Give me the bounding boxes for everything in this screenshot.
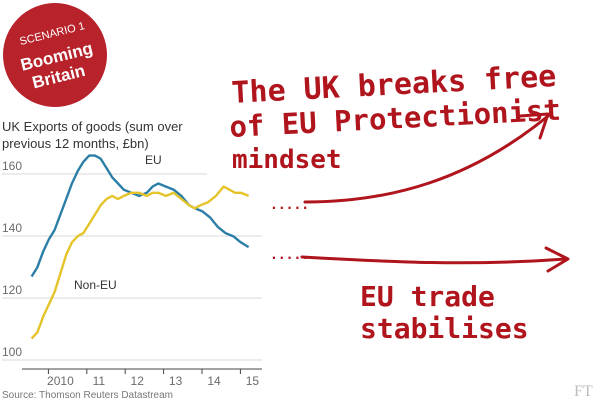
chart-source: Source: Thomson Reuters Datastream	[2, 390, 173, 401]
x-axis-ticks: 2010 11 12 13 14 15	[47, 369, 259, 388]
y-tick-label: 140	[2, 221, 22, 235]
badge-circle	[3, 3, 107, 107]
x-tick-label: 2010	[47, 374, 74, 388]
x-tick-label: 11	[93, 374, 106, 388]
x-tick-label: 12	[131, 374, 145, 388]
arrow-bottom	[300, 255, 568, 265]
annotation-bottom-line2: stabilises	[360, 312, 529, 345]
series-layer	[30, 154, 250, 340]
arrowhead-top	[518, 112, 550, 140]
arrowhead-bottom	[544, 246, 570, 273]
grid-layer	[2, 173, 262, 361]
handwritten-annotations: ..... ..... The UK breaks free of EU Pro…	[229, 59, 570, 345]
series-line-eu	[30, 154, 250, 278]
y-tick-label: 160	[2, 159, 22, 173]
x-tick-label: 13	[169, 374, 183, 388]
series-label-eu: EU	[145, 153, 162, 167]
x-tick-label: 14	[207, 374, 221, 388]
y-tick-label: 100	[2, 345, 22, 359]
dots-bottom: .....	[270, 248, 309, 263]
ft-logo: FT	[574, 383, 593, 400]
series-line-non-eu	[30, 185, 250, 340]
scenario-badge: SCENARIO 1 Booming Britain	[3, 3, 107, 107]
series-label-non-eu: Non-EU	[74, 278, 117, 292]
x-tick-label: 15	[246, 374, 260, 388]
y-axis-ticks: 160 140 120 100	[2, 159, 22, 359]
dots-top: .....	[270, 198, 309, 213]
chart-title-line2: previous 12 months, £bn)	[2, 136, 149, 151]
annotation-bottom-line1: EU trade	[360, 280, 495, 313]
y-tick-label: 120	[2, 283, 22, 297]
annotation-top-line3: mindset	[232, 145, 342, 175]
chart-title-line1: UK Exports of goods (sum over	[2, 119, 183, 134]
arrow-top	[303, 114, 550, 204]
